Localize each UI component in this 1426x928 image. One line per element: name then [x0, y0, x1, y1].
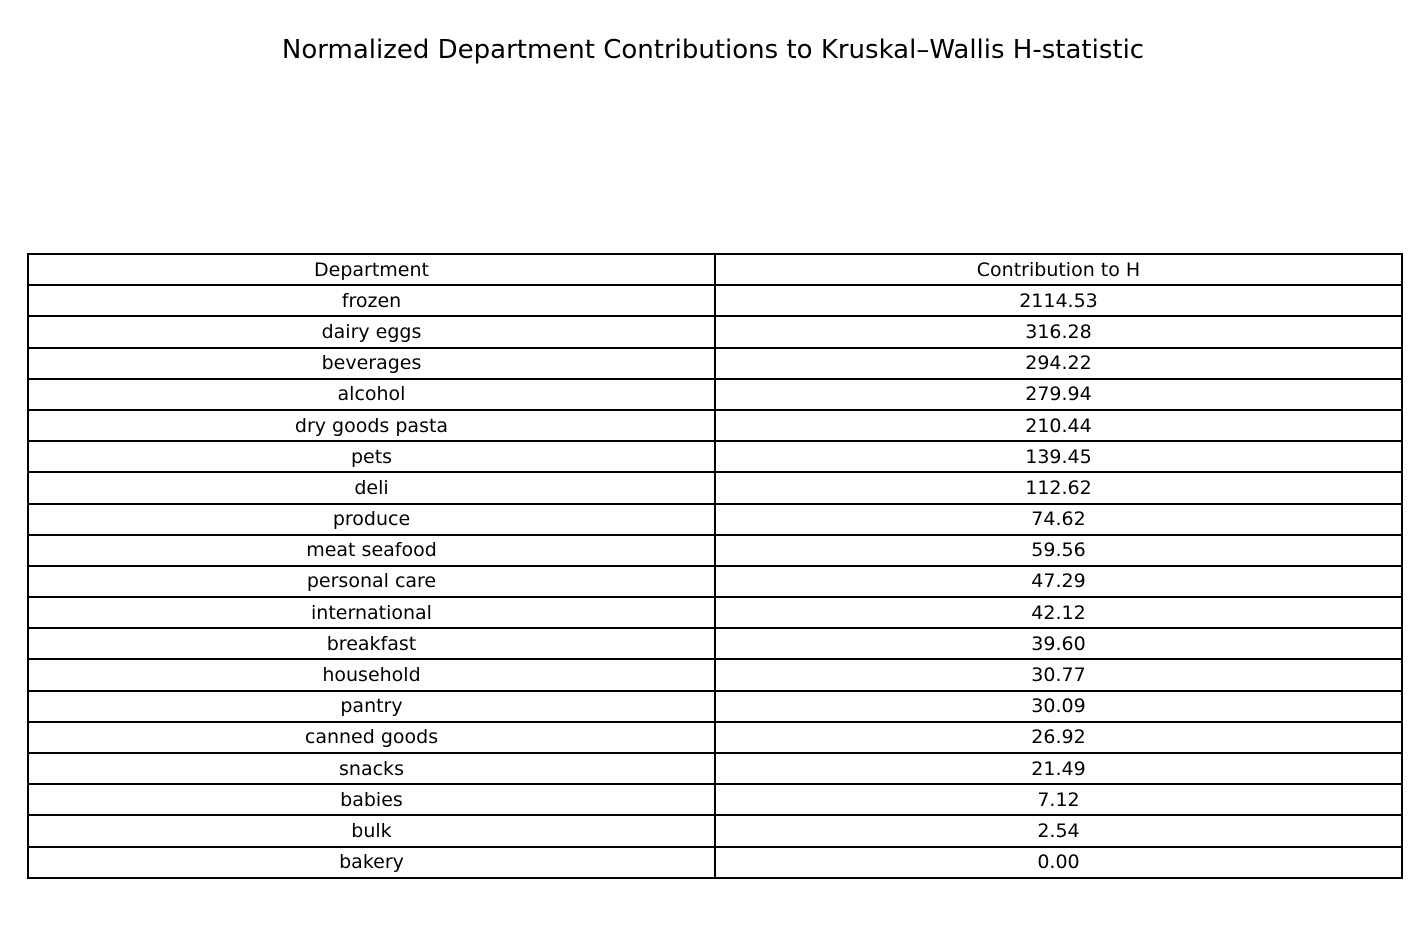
table-row: alcohol 279.94: [27, 377, 1403, 411]
department-cell: frozen: [27, 284, 716, 318]
table-row: deli 112.62: [27, 471, 1403, 505]
department-cell: bakery: [27, 845, 716, 879]
contribution-cell: 7.12: [714, 783, 1403, 817]
department-cell: produce: [27, 502, 716, 536]
contribution-cell: 39.60: [714, 627, 1403, 661]
contribution-cell: 210.44: [714, 408, 1403, 443]
table-row: beverages 294.22: [27, 346, 1403, 380]
header-row: Department Contribution to H: [27, 252, 1403, 287]
department-cell: deli: [27, 471, 716, 505]
table-row: pets 139.45: [27, 440, 1403, 474]
header-department: Department: [27, 252, 716, 287]
department-cell: pets: [27, 440, 716, 474]
contribution-cell: 26.92: [714, 720, 1403, 755]
contribution-cell: 279.94: [714, 377, 1403, 411]
contribution-cell: 59.56: [714, 533, 1403, 567]
contribution-cell: 21.49: [714, 751, 1403, 786]
contribution-cell: 0.00: [714, 845, 1403, 879]
table-row: produce 74.62: [27, 502, 1403, 536]
chart-title: Normalized Department Contributions to K…: [281, 35, 1145, 65]
department-cell: household: [27, 658, 716, 692]
table-row: international 42.12: [27, 596, 1403, 630]
department-cell: dry goods pasta: [27, 408, 716, 443]
department-cell: breakfast: [27, 627, 716, 661]
contribution-cell: 2.54: [714, 814, 1403, 848]
table-row: personal care 47.29: [27, 564, 1403, 599]
header-contribution: Contribution to H: [714, 252, 1403, 287]
table-row: babies 7.12: [27, 783, 1403, 817]
contribution-cell: 2114.53: [714, 284, 1403, 318]
department-cell: personal care: [27, 564, 716, 599]
contribution-cell: 112.62: [714, 471, 1403, 505]
table-row: breakfast 39.60: [27, 627, 1403, 661]
department-cell: meat seafood: [27, 533, 716, 567]
table-row: bulk 2.54: [27, 814, 1403, 848]
department-cell: canned goods: [27, 720, 716, 755]
table-row: canned goods 26.92: [27, 720, 1403, 755]
table-row: meat seafood 59.56: [27, 533, 1403, 567]
contribution-cell: 42.12: [714, 596, 1403, 630]
contribution-cell: 30.09: [714, 689, 1403, 723]
department-cell: bulk: [27, 814, 716, 848]
contribution-cell: 30.77: [714, 658, 1403, 692]
contribution-cell: 139.45: [714, 440, 1403, 474]
department-cell: snacks: [27, 751, 716, 786]
contribution-cell: 316.28: [714, 315, 1403, 349]
contribution-cell: 294.22: [714, 346, 1403, 380]
department-cell: international: [27, 596, 716, 630]
table-row: snacks 21.49: [27, 751, 1403, 786]
department-cell: dairy eggs: [27, 315, 716, 349]
table-row: pantry 30.09: [27, 689, 1403, 723]
department-cell: babies: [27, 783, 716, 817]
table-row: household 30.77: [27, 658, 1403, 692]
table-body: Department Contribution to H frozen 2114.…: [27, 252, 1403, 879]
table-row: dairy eggs 316.28: [27, 315, 1403, 349]
department-cell: pantry: [27, 689, 716, 723]
department-cell: beverages: [27, 346, 716, 380]
table-row: dry goods pasta 210.44: [27, 408, 1403, 443]
contribution-cell: 74.62: [714, 502, 1403, 536]
contributions-table: Department Contribution to H frozen 2114.…: [27, 252, 1403, 879]
table-row: bakery 0.00: [27, 845, 1403, 879]
contribution-cell: 47.29: [714, 564, 1403, 599]
table-row: frozen 2114.53: [27, 284, 1403, 318]
department-cell: alcohol: [27, 377, 716, 411]
